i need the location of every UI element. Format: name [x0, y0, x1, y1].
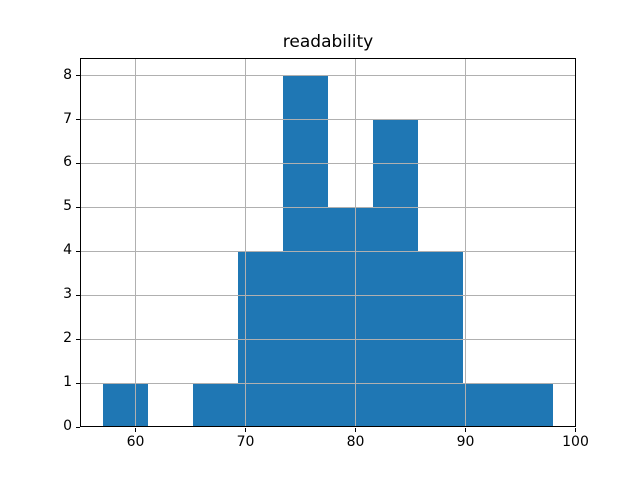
x-tick-label: 100: [562, 434, 589, 450]
y-tick-label: 2: [63, 330, 72, 347]
histogram-bar: [192, 383, 238, 427]
bars-layer: [80, 58, 576, 427]
gridline-y: [80, 294, 576, 296]
y-tick-mark: [76, 426, 80, 428]
gridline-x: [465, 58, 466, 427]
x-tick-mark: [245, 428, 246, 432]
x-tick-mark: [355, 428, 356, 432]
y-tick-label: 5: [63, 198, 72, 215]
gridline-x: [355, 58, 356, 427]
y-tick-label: 4: [63, 242, 72, 259]
gridline-x: [575, 58, 576, 427]
gridline-y: [80, 75, 576, 77]
gridline-y: [80, 250, 576, 252]
y-tick-mark: [76, 294, 80, 296]
gridline-y: [80, 119, 576, 120]
gridline-x: [245, 58, 246, 427]
y-tick-mark: [76, 382, 80, 384]
x-tick-label: 90: [456, 434, 475, 450]
gridline-y: [80, 162, 576, 164]
y-tick-label: 6: [63, 154, 72, 171]
plot-area: [80, 58, 576, 427]
histogram-bar: [373, 119, 419, 427]
histogram-bar: [463, 383, 509, 427]
gridline-y: [80, 338, 576, 340]
gridline-y: [80, 382, 576, 384]
y-tick-mark: [76, 162, 80, 164]
y-tick-label: 7: [63, 110, 72, 127]
histogram-bar: [328, 207, 374, 427]
y-tick-mark: [76, 338, 80, 340]
x-tick-label: 70: [236, 434, 255, 450]
gridline-y: [80, 206, 576, 208]
x-tick-mark: [135, 428, 136, 432]
y-tick-mark: [76, 119, 80, 120]
gridline-x: [135, 58, 136, 427]
x-tick-mark: [575, 428, 576, 432]
y-tick-mark: [76, 250, 80, 252]
y-tick-mark: [76, 75, 80, 77]
histogram-bar: [102, 383, 148, 427]
x-tick-label: 80: [346, 434, 365, 450]
y-tick-label: 1: [63, 374, 72, 391]
y-tick-label: 0: [63, 418, 72, 434]
x-tick-mark: [465, 428, 466, 432]
y-tick-label: 3: [63, 286, 72, 303]
histogram-bar: [508, 383, 554, 427]
chart-title: readability: [282, 32, 374, 52]
grid-layer: [80, 58, 576, 427]
y-tick-label: 8: [63, 66, 72, 83]
x-tick-label: 60: [126, 434, 145, 450]
y-tick-mark: [76, 206, 80, 208]
